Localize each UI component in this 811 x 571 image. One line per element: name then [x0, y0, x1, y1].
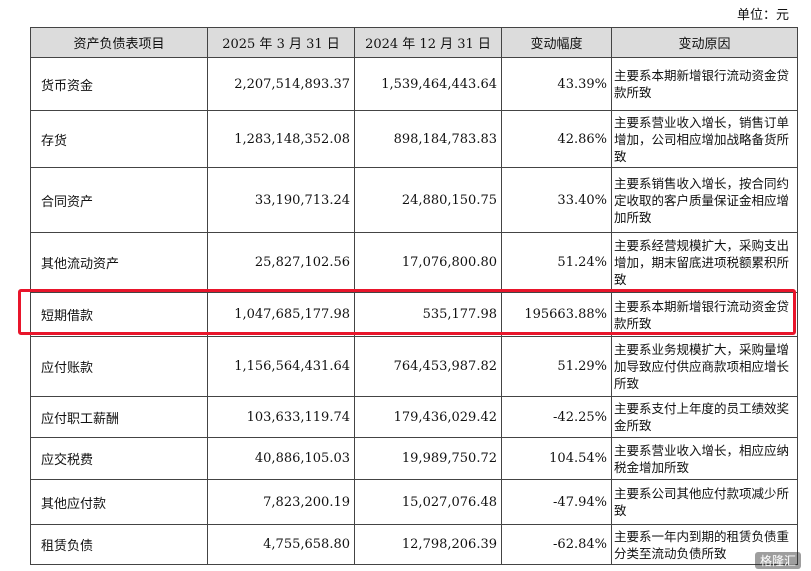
table-row: 其他应付款 7,823,200.19 15,027,076.48 -47.94%…: [30, 479, 798, 525]
row-reason: 主要系公司其他应付款项减少所致: [611, 479, 798, 525]
row-change: -42.25%: [501, 396, 612, 438]
row-current: 25,827,102.56: [207, 232, 355, 293]
row-current: 103,633,119.74: [207, 396, 355, 438]
row-prior: 12,798,206.39: [354, 524, 502, 565]
row-current: 40,886,105.03: [207, 437, 355, 480]
row-item: 其他应付款: [30, 479, 208, 525]
row-change: 43.39%: [501, 57, 612, 111]
row-prior: 535,177.98: [354, 292, 502, 337]
header-prior: 2024 年 12 月 31 日: [354, 27, 502, 58]
row-prior: 764,453,987.82: [354, 336, 502, 397]
row-reason: 主要系业务规模扩大，采购量增加导致应付供应商款项相应增长所致: [611, 336, 798, 397]
row-change: 51.29%: [501, 336, 612, 397]
row-prior: 15,027,076.48: [354, 479, 502, 525]
header-current: 2025 年 3 月 31 日: [207, 27, 355, 58]
row-reason: 主要系销售收入增长，按合同约定收取的客户质量保证金相应增加所致: [611, 167, 798, 233]
row-change: -62.84%: [501, 524, 612, 565]
watermark: 格隆汇: [754, 552, 801, 569]
row-item: 短期借款: [30, 292, 208, 337]
row-reason: 主要系营业收入增长，相应应纳税金增加所致: [611, 437, 798, 480]
row-change: 51.24%: [501, 232, 612, 293]
table-row: 其他流动资产 25,827,102.56 17,076,800.80 51.24…: [30, 232, 798, 293]
row-item: 租赁负债: [30, 524, 208, 565]
row-current: 33,190,713.24: [207, 167, 355, 233]
row-current: 2,207,514,893.37: [207, 57, 355, 111]
row-change: 195663.88%: [501, 292, 612, 337]
row-reason: 主要系本期新增银行流动资金贷款所致: [611, 292, 798, 337]
row-change: 33.40%: [501, 167, 612, 233]
row-prior: 19,989,750.72: [354, 437, 502, 480]
row-reason: 主要系支付上年度的员工绩效奖金所致: [611, 396, 798, 438]
row-prior: 898,184,783.83: [354, 110, 502, 168]
row-item: 应交税费: [30, 437, 208, 480]
row-item: 应付职工薪酬: [30, 396, 208, 438]
header-item: 资产负债表项目: [30, 27, 208, 58]
row-prior: 179,436,029.42: [354, 396, 502, 438]
row-item: 其他流动资产: [30, 232, 208, 293]
unit-label: 单位：元: [736, 8, 789, 23]
row-current: 7,823,200.19: [207, 479, 355, 525]
table-row: 应付账款 1,156,564,431.64 764,453,987.82 51.…: [30, 336, 798, 397]
row-current: 1,283,148,352.08: [207, 110, 355, 168]
table-row: 租赁负债 4,755,658.80 12,798,206.39 -62.84% …: [30, 524, 798, 565]
row-item: 合同资产: [30, 167, 208, 233]
row-item: 存货: [30, 110, 208, 168]
table-row: 应付职工薪酬 103,633,119.74 179,436,029.42 -42…: [30, 396, 798, 438]
row-current: 4,755,658.80: [207, 524, 355, 565]
balance-sheet-table: 资产负债表项目 2025 年 3 月 31 日 2024 年 12 月 31 日…: [30, 27, 798, 565]
row-change: 42.86%: [501, 110, 612, 168]
row-current: 1,156,564,431.64: [207, 336, 355, 397]
row-item: 货币资金: [30, 57, 208, 111]
row-reason: 主要系营业收入增长，销售订单增加，公司相应增加战略备货所致: [611, 110, 798, 168]
row-change: -47.94%: [501, 479, 612, 525]
header-change: 变动幅度: [501, 27, 612, 58]
table-row: 存货 1,283,148,352.08 898,184,783.83 42.86…: [30, 110, 798, 168]
header-reason: 变动原因: [611, 27, 798, 58]
table-row: 货币资金 2,207,514,893.37 1,539,464,443.64 4…: [30, 57, 798, 111]
table-row-highlighted: 短期借款 1,047,685,177.98 535,177.98 195663.…: [30, 292, 798, 337]
row-prior: 24,880,150.75: [354, 167, 502, 233]
table-row: 应交税费 40,886,105.03 19,989,750.72 104.54%…: [30, 437, 798, 480]
table-header-row: 资产负债表项目 2025 年 3 月 31 日 2024 年 12 月 31 日…: [30, 27, 798, 58]
row-reason: 主要系经营规模扩大，采购支出增加，期末留底进项税额累积所致: [611, 232, 798, 293]
row-change: 104.54%: [501, 437, 612, 480]
row-prior: 1,539,464,443.64: [354, 57, 502, 111]
row-reason: 主要系一年内到期的租赁负债重分类至流动负债所致: [611, 524, 798, 565]
row-current: 1,047,685,177.98: [207, 292, 355, 337]
row-item: 应付账款: [30, 336, 208, 397]
row-reason: 主要系本期新增银行流动资金贷款所致: [611, 57, 798, 111]
row-prior: 17,076,800.80: [354, 232, 502, 293]
table-row: 合同资产 33,190,713.24 24,880,150.75 33.40% …: [30, 167, 798, 233]
